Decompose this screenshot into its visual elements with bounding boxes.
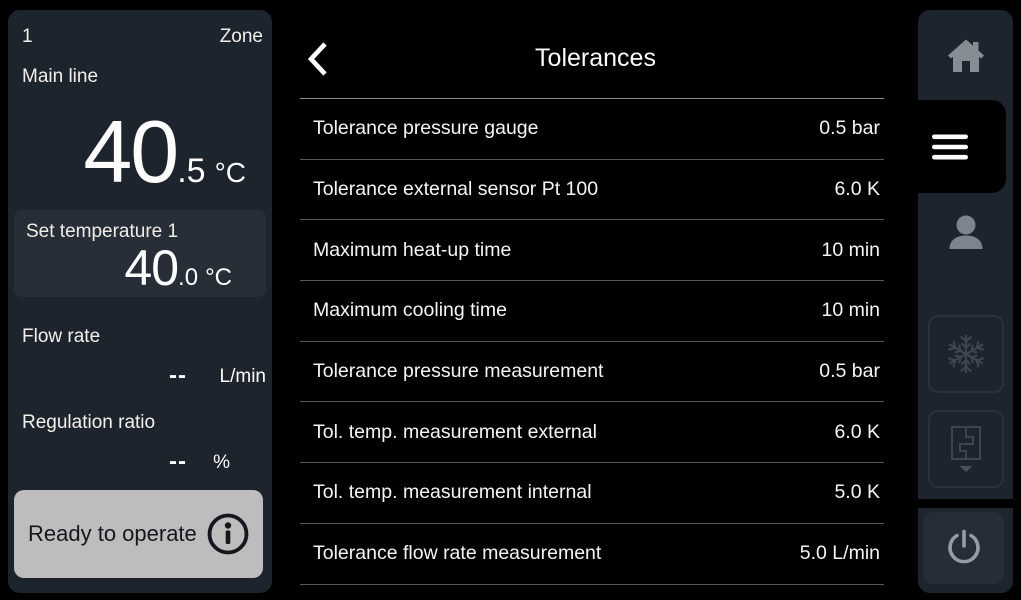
tolerance-row[interactable]: Tolerance pressure gauge 0.5 bar xyxy=(300,99,884,160)
sidebar-item-home[interactable] xyxy=(918,12,1013,100)
tolerance-row-label: Tolerance pressure measurement xyxy=(313,360,604,383)
sidebar-item-cooling[interactable] xyxy=(928,315,1004,393)
main-temp-decimal: .5 xyxy=(177,152,206,190)
tolerance-row-value: 0.5 bar xyxy=(819,360,880,383)
tolerance-list: Tolerance pressure gauge 0.5 bar Toleran… xyxy=(300,99,884,585)
tolerance-row[interactable]: Maximum cooling time 10 min xyxy=(300,281,884,342)
set-temperature-card[interactable]: Set temperature 1 40 .0 °C xyxy=(14,210,266,297)
tolerance-row-label: Maximum cooling time xyxy=(313,299,507,322)
tolerance-row-value: 6.0 K xyxy=(834,178,880,201)
flow-rate-label: Flow rate xyxy=(22,326,101,347)
tolerance-row[interactable]: Tol. temp. measurement internal 5.0 K xyxy=(300,463,884,524)
zone-number: 1 xyxy=(22,26,33,47)
main-temp-integer: 40 xyxy=(83,102,179,201)
tolerance-row-label: Tol. temp. measurement external xyxy=(313,420,597,443)
sidebar-item-menu[interactable] xyxy=(893,100,1006,193)
tolerance-row-value: 0.5 bar xyxy=(819,117,880,140)
user-icon xyxy=(948,215,984,251)
chevron-left-icon xyxy=(306,41,330,77)
home-icon xyxy=(946,38,986,74)
tolerance-row-value: 5.0 K xyxy=(834,481,880,504)
set-temp-decimal: .0 xyxy=(178,264,199,291)
back-button[interactable] xyxy=(306,40,342,78)
set-temp-unit: °C xyxy=(205,264,232,291)
tolerance-row-value: 6.0 K xyxy=(834,420,880,443)
set-temperature-value: 40 .0 °C xyxy=(124,243,232,293)
tolerance-row-label: Tolerance flow rate measurement xyxy=(313,542,602,565)
power-icon xyxy=(945,529,983,567)
set-temp-integer: 40 xyxy=(124,240,179,296)
header-divider xyxy=(300,98,884,99)
tolerance-row-label: Tolerance external sensor Pt 100 xyxy=(313,178,599,201)
main-temp-unit: °C xyxy=(214,157,246,188)
tolerance-row-label: Tolerance pressure gauge xyxy=(313,117,539,140)
tolerance-row[interactable]: Maximum heat-up time 10 min xyxy=(300,220,884,282)
set-temperature-label: Set temperature 1 xyxy=(26,221,179,242)
status-text: Ready to operate xyxy=(28,521,197,546)
tolerance-row-value: 5.0 L/min xyxy=(799,542,880,565)
flow-rate-unit: L/min xyxy=(219,366,266,387)
main-line-label: Main line xyxy=(22,66,99,87)
flow-rate-value: -- xyxy=(169,362,187,389)
tolerance-row[interactable]: Tolerance flow rate measurement 5.0 L/mi… xyxy=(300,524,884,585)
page-title: Tolerances xyxy=(535,44,656,72)
info-icon xyxy=(206,512,250,556)
tolerance-row[interactable]: Tolerance external sensor Pt 100 6.0 K xyxy=(300,160,884,221)
tolerance-row-label: Maximum heat-up time xyxy=(313,238,512,261)
regulation-ratio-unit: % xyxy=(213,452,230,473)
status-button[interactable]: Ready to operate xyxy=(14,490,263,578)
zone-label: Zone xyxy=(219,26,263,47)
sidebar-section-gap xyxy=(918,499,1013,508)
zone-header: 1 Zone xyxy=(22,26,263,48)
zone-panel: 1 Zone Main line 40 .5 °C Set temperatur… xyxy=(8,10,272,593)
tolerance-row-value: 10 min xyxy=(821,238,880,261)
circuit-icon xyxy=(946,424,986,474)
regulation-ratio-label: Regulation ratio xyxy=(22,412,156,433)
tolerance-row[interactable]: Tolerance pressure measurement 0.5 bar xyxy=(300,342,884,403)
tolerance-row[interactable]: Tol. temp. measurement external 6.0 K xyxy=(300,402,884,464)
snowflake-icon xyxy=(947,333,985,375)
main-temperature-value: 40 .5 °C xyxy=(8,108,246,196)
sidebar-item-power[interactable] xyxy=(923,512,1004,584)
sidebar-item-user[interactable] xyxy=(918,198,1013,268)
tolerance-row-value: 10 min xyxy=(821,299,880,322)
sidebar-item-circuit[interactable] xyxy=(928,410,1004,488)
menu-icon xyxy=(931,133,969,161)
regulation-ratio-value: -- xyxy=(169,448,187,475)
tolerance-row-label: Tol. temp. measurement internal xyxy=(313,481,592,504)
